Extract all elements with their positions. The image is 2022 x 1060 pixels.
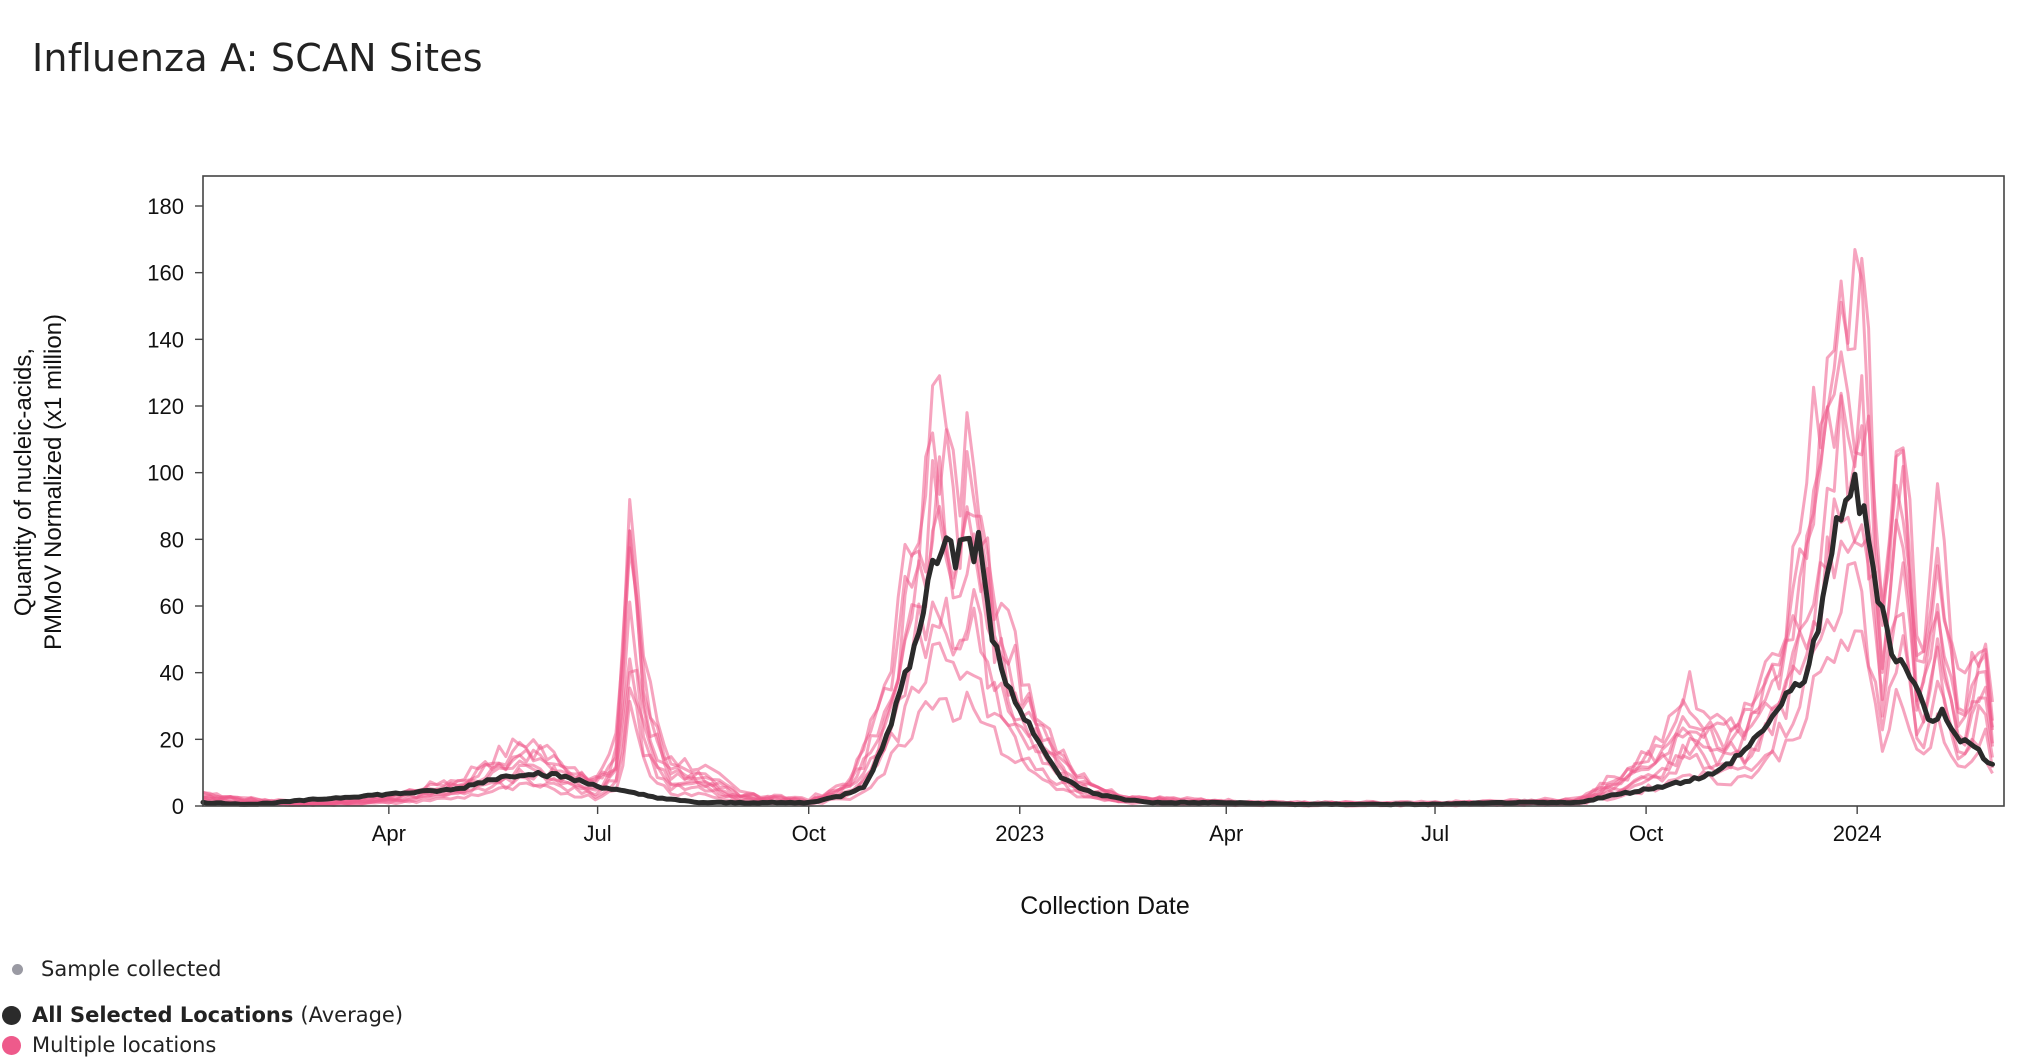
x-tick-label: Oct [1629,821,1663,846]
y-axis-label-line-2: PMMoV Normalized (x1 million) [40,314,67,650]
chart-title: Influenza A: SCAN Sites [32,36,483,80]
locations-dot-icon [2,1035,21,1055]
y-tick-label: 0 [172,794,184,819]
sample-dot-icon [12,963,23,975]
legend-average-suffix: (Average) [300,1003,404,1027]
y-axis: 0 20 40 60 80 100 120 140 160 180 [147,194,203,819]
y-tick-label: 40 [160,661,184,686]
location-series-line[interactable] [202,394,1994,807]
average-series-group [200,471,1995,808]
legend-average-label: All Selected Locations [32,1003,294,1027]
x-tick-label: Jul [1421,821,1449,846]
x-tick-label: Apr [372,821,406,846]
y-tick-label: 60 [160,594,184,619]
legend-item-locations[interactable]: Multiple locations [0,1033,216,1057]
legend-item-sample: Sample collected [0,957,221,981]
x-axis: Apr Jul Oct 2023 Apr Jul Oct 2024 [372,806,1882,846]
y-tick-label: 80 [160,527,184,552]
legend-locations-label: Multiple locations [32,1033,217,1057]
plot-frame [202,175,2005,807]
average-dot-icon [2,1005,21,1025]
y-axis-label-line-1: Quantity of nucleic-acids, [10,348,37,616]
y-tick-label: 100 [147,461,184,486]
location-series-line[interactable] [202,350,1994,807]
y-tick-label: 20 [160,727,184,752]
location-series-line[interactable] [202,256,1994,806]
location-series-group [202,248,1994,808]
location-series-line[interactable] [202,374,1994,807]
x-tick-label: 2024 [1833,821,1882,846]
x-tick-label: Apr [1209,821,1243,846]
x-tick-label: Oct [792,821,826,846]
x-tick-label: 2023 [995,821,1044,846]
average-series-line[interactable] [200,471,1995,808]
y-tick-label: 140 [147,327,184,352]
y-tick-label: 180 [147,194,184,219]
y-tick-label: 160 [147,261,184,286]
legend-item-average[interactable]: All Selected Locations (Average) [0,1003,403,1027]
y-tick-label: 120 [147,394,184,419]
location-series-line[interactable] [202,497,1994,807]
legend-sample-label: Sample collected [41,957,222,981]
x-axis-label: Collection Date [1020,892,1190,920]
x-tick-label: Jul [584,821,612,846]
